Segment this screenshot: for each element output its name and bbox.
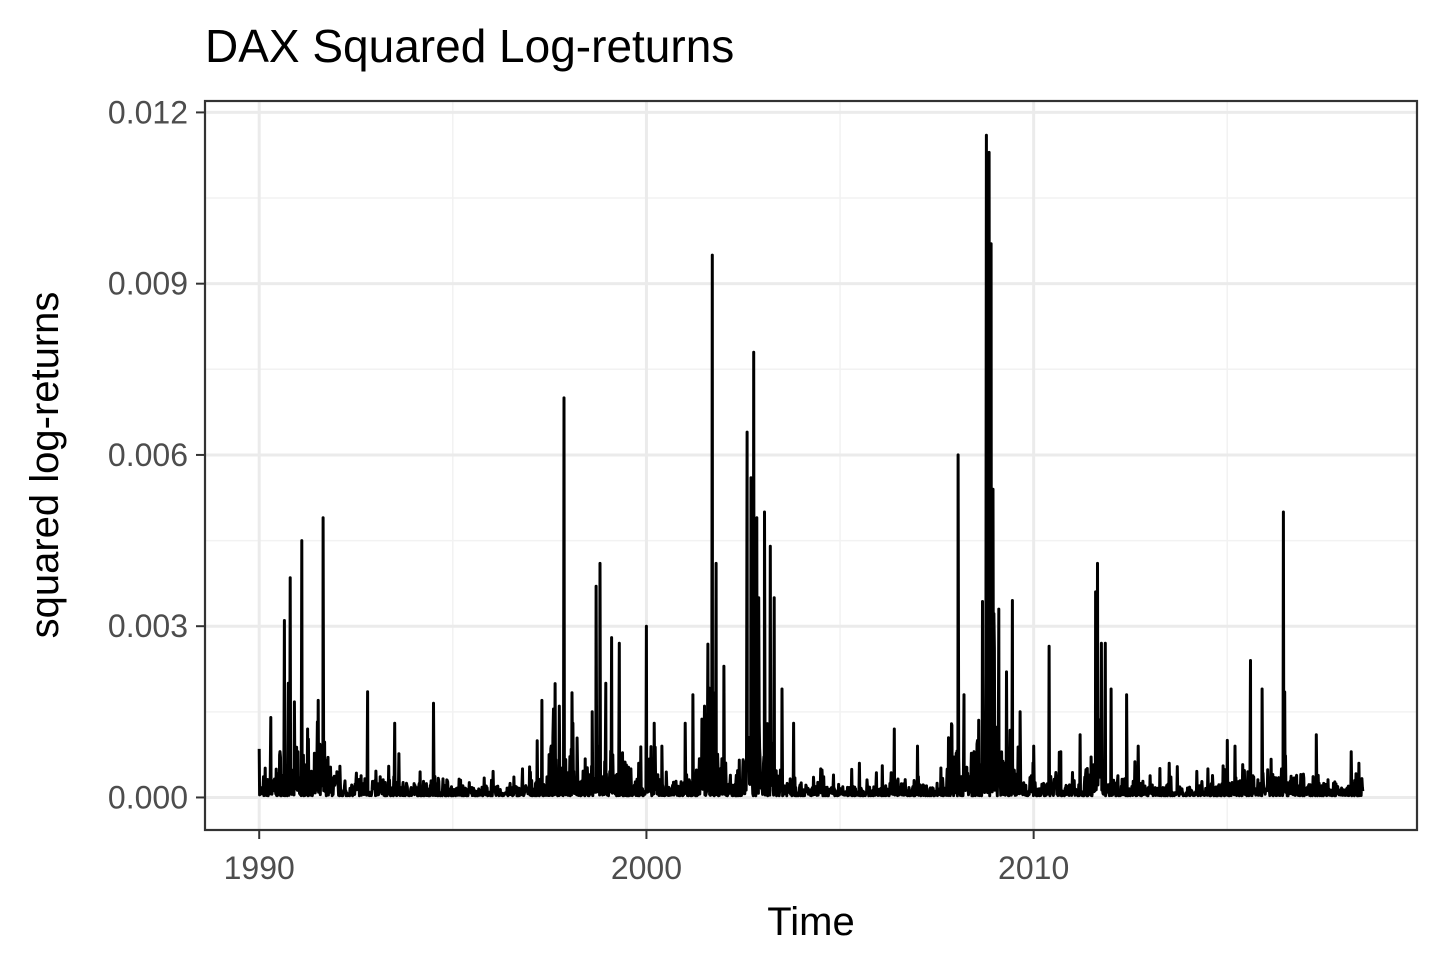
y-tick-label: 0.006 <box>108 437 188 473</box>
plot-panel <box>203 99 1419 832</box>
x-tick-label: 2010 <box>998 850 1069 886</box>
chart-title: DAX Squared Log-returns <box>205 20 734 72</box>
series-line-squared-log-returns <box>257 133 1365 798</box>
series-layer <box>257 133 1365 798</box>
x-tick-label: 2000 <box>611 850 682 886</box>
y-tick-label: 0.000 <box>108 779 188 815</box>
y-tick-label: 0.003 <box>108 608 188 644</box>
y-tick-label: 0.012 <box>108 94 188 130</box>
grid <box>205 101 1417 830</box>
x-axis: 1990 2000 2010 <box>224 830 1069 886</box>
x-tick-label: 1990 <box>224 850 295 886</box>
y-axis: 0.000 0.003 0.006 0.009 0.012 <box>108 94 205 815</box>
x-axis-title: Time <box>767 900 854 944</box>
y-tick-label: 0.009 <box>108 266 188 302</box>
y-axis-title: squared log-returns <box>23 292 67 639</box>
